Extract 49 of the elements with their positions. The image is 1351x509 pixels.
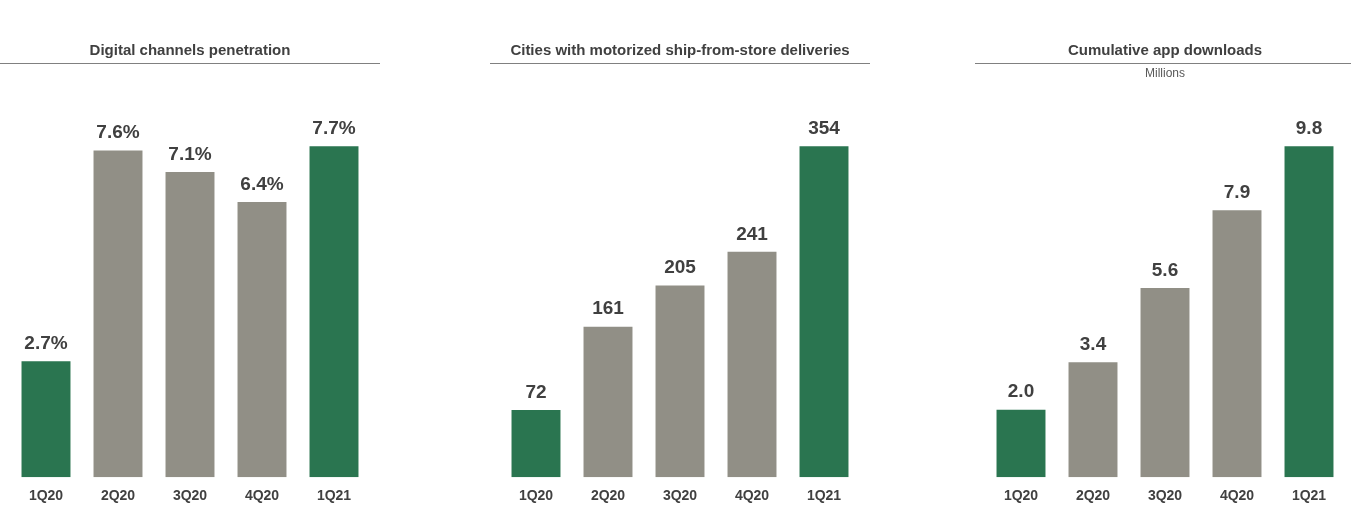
x-tick-label: 2Q20 — [1075, 487, 1111, 504]
bar — [655, 285, 705, 478]
x-tick-label: 1Q20 — [518, 487, 554, 504]
bar — [799, 146, 849, 478]
x-tick-label: 1Q21 — [1291, 487, 1327, 504]
x-tick-label: 1Q20 — [1003, 487, 1039, 504]
bar — [309, 146, 359, 478]
bar — [996, 409, 1046, 478]
x-tick-label: 2Q20 — [100, 487, 136, 504]
chart-title: Digital channels penetration — [89, 41, 291, 58]
data-label: 161 — [592, 297, 625, 319]
data-label: 7.1% — [168, 142, 212, 164]
bar — [1212, 210, 1262, 478]
bar — [583, 326, 633, 478]
x-tick-label: 3Q20 — [1147, 487, 1183, 504]
bar — [1068, 362, 1118, 478]
data-label: 241 — [736, 222, 769, 244]
x-tick-label: 2Q20 — [590, 487, 626, 504]
x-tick-label: 3Q20 — [662, 487, 698, 504]
x-tick-label: 1Q20 — [28, 487, 64, 504]
data-label: 205 — [664, 256, 697, 278]
data-label: 7.6% — [96, 121, 140, 143]
x-tick-label: 4Q20 — [734, 487, 770, 504]
x-tick-label: 4Q20 — [244, 487, 280, 504]
x-tick-label: 3Q20 — [172, 487, 208, 504]
chart-subtitle: Millions — [1144, 66, 1186, 80]
data-label: 2.0 — [1007, 380, 1035, 402]
bar — [21, 361, 71, 478]
bar — [165, 171, 215, 478]
data-label: 72 — [525, 380, 547, 402]
data-label: 6.4% — [240, 172, 284, 194]
bar — [1284, 146, 1334, 478]
data-label: 7.7% — [312, 116, 356, 138]
chart-title: Cumulative app downloads — [1067, 41, 1263, 58]
bar — [1140, 288, 1190, 478]
x-tick-label: 1Q21 — [806, 487, 842, 504]
x-tick-label: 4Q20 — [1219, 487, 1255, 504]
data-label: 2.7% — [24, 331, 68, 353]
bar — [511, 409, 561, 478]
data-label: 7.9 — [1223, 181, 1251, 203]
data-label: 9.8 — [1295, 116, 1323, 138]
bar — [93, 150, 143, 478]
data-label: 354 — [808, 116, 841, 138]
chart-title: Cities with motorized ship-from-store deliveries — [510, 41, 850, 58]
x-tick-label: 1Q21 — [316, 487, 352, 504]
bar — [727, 251, 777, 478]
data-label: 5.6 — [1151, 258, 1179, 280]
bar — [237, 202, 287, 478]
data-label: 3.4 — [1079, 333, 1107, 355]
